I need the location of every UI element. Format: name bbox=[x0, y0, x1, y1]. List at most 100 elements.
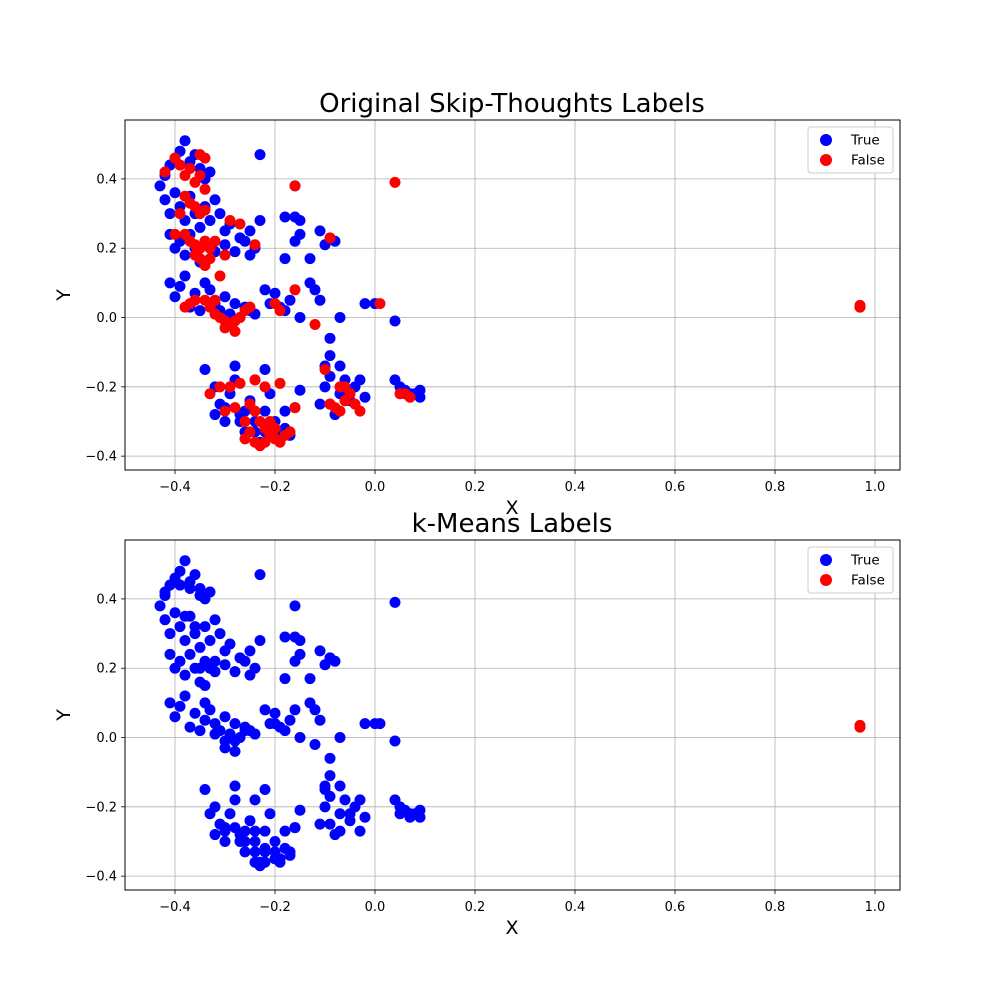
scatter-point bbox=[289, 704, 301, 716]
scatter-point bbox=[354, 405, 366, 417]
x-axis-label: X bbox=[505, 917, 518, 939]
y-tick-label: −0.4 bbox=[85, 450, 117, 465]
scatter-point bbox=[404, 391, 416, 403]
scatter-point bbox=[244, 225, 256, 237]
scatter-point bbox=[324, 332, 336, 344]
scatter-point bbox=[264, 808, 276, 820]
scatter-point bbox=[294, 384, 306, 396]
scatter-point bbox=[274, 377, 286, 389]
scatter-point bbox=[374, 718, 386, 730]
scatter-point bbox=[324, 770, 336, 782]
scatter-point bbox=[229, 325, 241, 337]
legend-marker-true bbox=[820, 554, 832, 566]
scatter-point bbox=[284, 846, 296, 858]
scatter-point bbox=[229, 298, 241, 310]
scatter-point bbox=[249, 374, 261, 386]
scatter-point bbox=[234, 377, 246, 389]
scatter-point bbox=[239, 846, 251, 858]
scatter-point bbox=[259, 842, 271, 854]
scatter-point bbox=[219, 835, 231, 847]
scatter-point bbox=[204, 808, 216, 820]
scatter-point bbox=[854, 721, 866, 733]
legend-label-true: True bbox=[850, 133, 880, 149]
scatter-point bbox=[199, 680, 211, 692]
scatter-point bbox=[354, 825, 366, 837]
y-tick-label: 0.0 bbox=[96, 311, 117, 326]
scatter-point bbox=[204, 586, 216, 598]
x-tick-label: 0.4 bbox=[565, 480, 586, 495]
scatter-point bbox=[229, 822, 241, 834]
axis-ticks: −0.4 −0.2 0.0 0.2 0.4 0.6 0.8 1.0 −0.4 −0.2 0.0 0.2… bbox=[85, 172, 885, 495]
plot-frame bbox=[124, 119, 901, 471]
scatter-point bbox=[179, 135, 191, 147]
x-tick-label: 0.2 bbox=[465, 900, 486, 915]
scatter-point bbox=[249, 662, 261, 674]
scatter-point bbox=[389, 315, 401, 327]
chart-title: k-Means Labels bbox=[412, 509, 613, 539]
series-false bbox=[854, 719, 866, 733]
scatter-point bbox=[259, 381, 271, 393]
scatter-point bbox=[229, 745, 241, 757]
scatter-point bbox=[249, 846, 261, 858]
legend-marker-true bbox=[820, 134, 832, 146]
scatter-point bbox=[179, 690, 191, 702]
scatter-point bbox=[229, 735, 241, 747]
legend-label-false: False bbox=[851, 573, 885, 589]
legend-label-false: False bbox=[851, 153, 885, 169]
scatter-point bbox=[359, 298, 371, 310]
scatter-point bbox=[159, 194, 171, 206]
scatter-point bbox=[179, 249, 191, 261]
scatter-point bbox=[184, 721, 196, 733]
scatter-point bbox=[229, 360, 241, 372]
scatter-point bbox=[169, 711, 181, 723]
scatter-point bbox=[334, 808, 346, 820]
scatter-point bbox=[159, 586, 171, 598]
scatter-point bbox=[164, 628, 176, 640]
scatter-point bbox=[209, 235, 221, 247]
scatter-point bbox=[214, 628, 226, 640]
scatter-point bbox=[324, 818, 336, 830]
scatter-point bbox=[199, 183, 211, 195]
x-axis-label: X bbox=[505, 497, 518, 519]
y-axis-label: Y bbox=[53, 289, 75, 302]
scatter-point bbox=[269, 422, 281, 434]
scatter-point bbox=[224, 381, 236, 393]
scatter-point bbox=[389, 596, 401, 608]
scatter-point bbox=[344, 808, 356, 820]
scatter-point bbox=[304, 673, 316, 685]
scatter-point bbox=[249, 794, 261, 806]
scatter-point bbox=[279, 253, 291, 265]
scatter-point bbox=[204, 214, 216, 226]
scatter-point bbox=[334, 780, 346, 792]
scatter-point bbox=[189, 569, 201, 581]
scatter-point bbox=[224, 214, 236, 226]
scatter-point bbox=[319, 784, 331, 796]
scatter-point bbox=[279, 825, 291, 837]
scatter-point bbox=[249, 239, 261, 251]
scatter-point bbox=[289, 600, 301, 612]
scatter-point bbox=[269, 718, 281, 730]
scatter-point bbox=[204, 166, 216, 178]
scatter-point bbox=[199, 714, 211, 726]
scatter-point bbox=[179, 669, 191, 681]
scatter-point bbox=[259, 704, 271, 716]
scatter-point bbox=[279, 211, 291, 223]
scatter-point bbox=[169, 187, 181, 199]
scatter-point bbox=[199, 784, 211, 796]
legend-marker-false bbox=[820, 574, 832, 586]
scatter-point bbox=[334, 405, 346, 417]
scatter-point bbox=[209, 829, 221, 841]
scatter-point bbox=[304, 253, 316, 265]
scatter-point bbox=[209, 294, 221, 306]
legend-label-true: True bbox=[850, 553, 880, 569]
scatter-point bbox=[289, 402, 301, 414]
chart-k-means: k-Means Labels −0.4 −0.2 0.0 0.2 0.4 0.6 0.8 1.… bbox=[53, 509, 901, 939]
scatter-point bbox=[334, 312, 346, 324]
scatter-point bbox=[324, 350, 336, 362]
scatter-point bbox=[229, 402, 241, 414]
x-tick-label: 0.8 bbox=[765, 480, 786, 495]
scatter-point bbox=[219, 239, 231, 251]
scatter-point bbox=[229, 666, 241, 678]
x-tick-label: 1.0 bbox=[865, 900, 886, 915]
